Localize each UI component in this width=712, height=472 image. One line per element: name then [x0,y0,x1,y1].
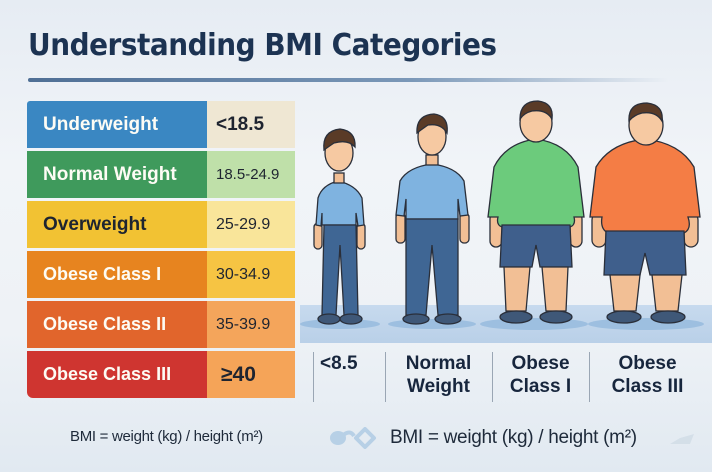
bmi-formula-right: BMI = weight (kg) / height (m²) [390,427,637,448]
category-range: <18.5 [207,101,295,148]
figure-obese-class-3 [588,102,704,330]
figure-normal-weight [388,113,476,329]
figure-labels: <8.5 Normal Weight Obese Class I Obese C… [310,352,710,402]
category-range: ≥40 [207,351,295,398]
body-figures-illustration [300,100,704,330]
category-row-underweight: Underweight <18.5 [27,101,295,148]
category-name: Obese Class III [27,351,207,398]
link-chain-icon [330,427,376,449]
category-range: 25-29.9 [207,201,295,248]
category-name: Normal Weight [27,151,207,198]
category-row-obese-2: Obese Class II 35-39.9 [27,301,295,348]
category-name: Underweight [27,101,207,148]
title-underline [28,78,668,82]
figure-label-2: Normal Weight [385,352,491,402]
bmi-category-table: Underweight <18.5 Normal Weight 18.5-24.… [27,101,295,401]
category-row-obese-1: Obese Class I 30-34.9 [27,251,295,298]
figure-underweight [300,128,380,329]
bmi-formula-left: BMI = weight (kg) / height (m²) [70,428,263,445]
figure-label-4: Obese Class III [589,352,705,402]
category-row-normal: Normal Weight 18.5-24.9 [27,151,295,198]
page-title: Understanding BMI Categories [28,28,497,63]
figure-obese-class-1 [480,100,588,330]
figure-label-1: <8.5 [313,352,390,402]
figure-label-3: Obese Class I [492,352,588,402]
category-name: Obese Class II [27,301,207,348]
category-row-overweight: Overweight 25-29.9 [27,201,295,248]
category-row-obese-3: Obese Class III ≥40 [27,351,295,398]
faint-decoration-icon [670,434,694,444]
category-name: Obese Class I [27,251,207,298]
category-range: 30-34.9 [207,251,295,298]
category-range: 35-39.9 [207,301,295,348]
category-name: Overweight [27,201,207,248]
category-range: 18.5-24.9 [207,151,295,198]
